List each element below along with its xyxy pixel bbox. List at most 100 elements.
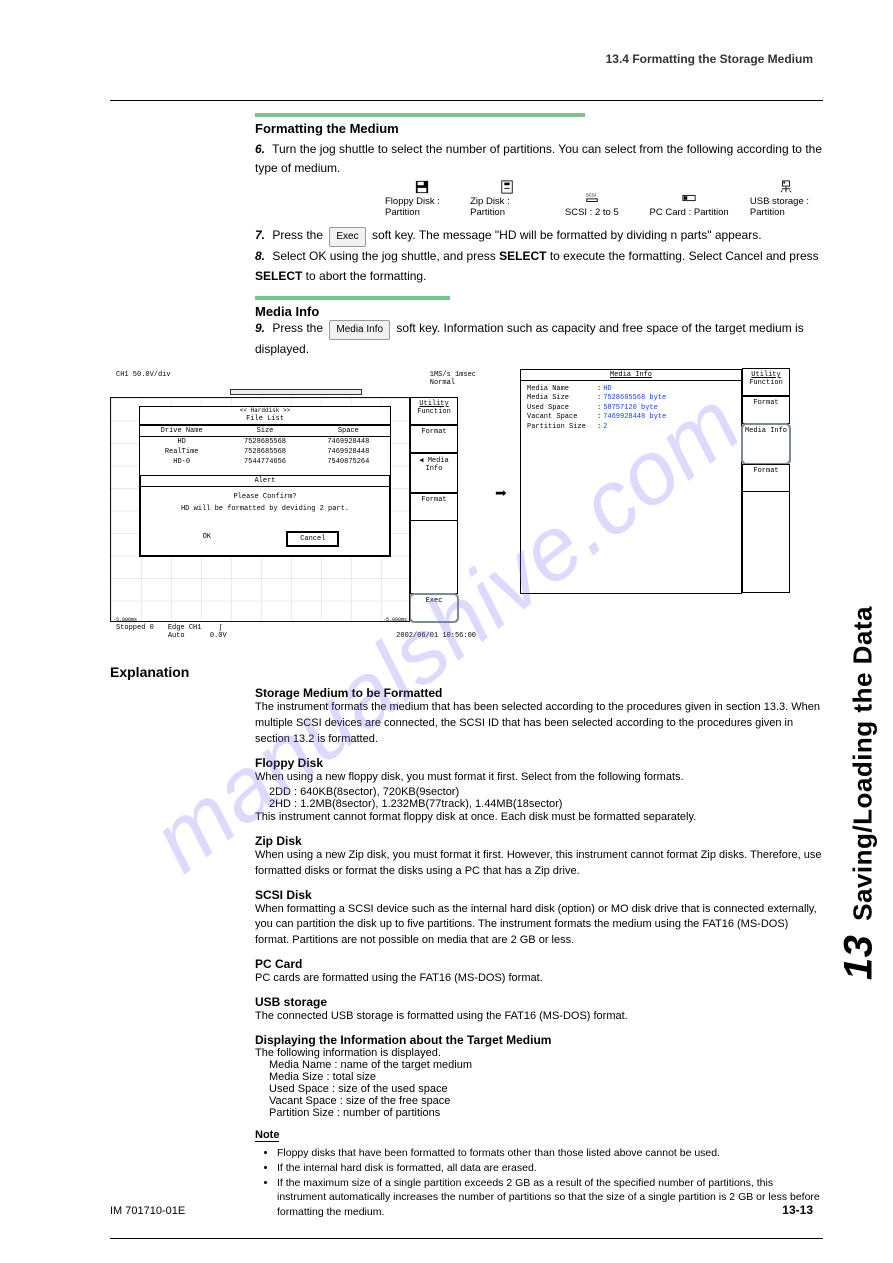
note-list: Floppy disks that have been formatted to… <box>277 1146 823 1219</box>
body-text: When using a new floppy disk, you must f… <box>255 770 823 786</box>
k: Media Name <box>527 385 597 394</box>
softkey[interactable]: Format <box>410 493 458 521</box>
alert-confirm: Please Confirm? <box>141 487 389 505</box>
scope-header: CH1 50.0V/div 1MS/s 1msec Normal <box>110 369 482 389</box>
dialog-title: File List <box>140 414 390 425</box>
body-text: When formatting a SCSI device such as th… <box>255 902 823 950</box>
div-left: -5.000ms <box>113 617 137 623</box>
softkey[interactable]: ◀ Media Info <box>410 453 458 493</box>
list-item: If the maximum size of a single partitio… <box>277 1176 823 1220</box>
section-heading: Media Info <box>255 304 823 319</box>
softkey[interactable]: UtilityFunction <box>742 368 790 396</box>
file-list-dialog: << Harddisk >> File List Drive Name Size… <box>139 406 391 557</box>
floppy-icon: Floppy Disk : Partition <box>385 180 458 218</box>
timestamp: 2002/06/01 10:56:00 <box>396 632 476 640</box>
rate: 1MS/s 1msec <box>430 371 476 379</box>
softkey[interactable]: Format <box>742 396 790 424</box>
v: total size <box>333 1071 376 1083</box>
media-info-panel: Media Info Media Name: HD Media Size: 75… <box>520 369 742 594</box>
list-item: Media Name : name of the target medium <box>269 1059 823 1071</box>
body-text: The instrument formats the medium that h… <box>255 700 823 748</box>
cell: 7469928448 <box>307 447 390 457</box>
softkey[interactable]: Format <box>410 425 458 453</box>
k: Media Size <box>269 1071 323 1083</box>
screenshot-figure: CH1 50.0V/div 1MS/s 1msec Normal << Hard… <box>110 369 823 642</box>
softkey-sub: Function <box>749 379 783 387</box>
chapter-title: Saving/Loading the Data <box>848 606 878 921</box>
cancel-button[interactable]: Cancel <box>286 531 339 547</box>
softkey-media-info[interactable]: Media Info <box>742 424 790 464</box>
alert-title: Alert <box>141 476 389 487</box>
top-ruler <box>230 389 362 395</box>
alert-dialog: Alert Please Confirm? HD will be formatt… <box>140 475 390 556</box>
mode: Normal <box>430 379 455 387</box>
subheading: PC Card <box>255 957 823 971</box>
k: Media Name <box>269 1059 331 1071</box>
footer-right: 13-13 <box>782 1203 813 1217</box>
step-num: 7. <box>255 226 269 245</box>
v: 7528685568 byte <box>603 394 666 403</box>
v: 7469928448 byte <box>603 413 666 422</box>
step-7: 7. Press the Exec soft key. The message … <box>255 226 823 247</box>
icon-label: PC Card : Partition <box>650 207 729 218</box>
softkey[interactable]: Format <box>742 464 790 492</box>
list-item: Media Size : total size <box>269 1071 823 1083</box>
softkey-sub: Format <box>753 399 778 407</box>
subheading: SCSI Disk <box>255 888 823 902</box>
media-info-wrap: Media Info Media Name: HD Media Size: 75… <box>520 369 742 594</box>
cell: 7540875264 <box>307 457 390 467</box>
table-row: RealTime75286855687469928448 <box>140 447 390 457</box>
header-right: 13.4 Formatting the Storage Medium <box>606 52 813 66</box>
softkey-title: Utility <box>751 371 780 379</box>
media-row: Media Name: HD <box>527 385 735 394</box>
info-list: Media Name : name of the target medium M… <box>269 1059 823 1119</box>
alert-msg: HD will be formatted by deviding 2 part. <box>141 505 389 531</box>
softkey-exec[interactable]: Exec <box>410 594 458 622</box>
list-item: Partition Size : number of partitions <box>269 1107 823 1119</box>
step-text: Turn the jog shuttle to select the numbe… <box>255 142 822 175</box>
section-bar <box>255 113 585 117</box>
explanation: Explanation Storage Medium to be Formatt… <box>110 664 823 1220</box>
k: Partition Size <box>527 423 597 432</box>
harddisk-tag: << Harddisk >> <box>140 407 390 414</box>
k: Media Size <box>527 394 597 403</box>
trig-level: 0.0V <box>210 632 227 640</box>
v: number of partitions <box>343 1107 440 1119</box>
explanation-heading: Explanation <box>110 664 823 680</box>
step-text: Select OK using the jog shuttle, and pre… <box>255 249 819 282</box>
media-row: Vacant Space: 7469928448 byte <box>527 413 735 422</box>
trig-type: ∫ <box>218 624 222 632</box>
bottom-rule <box>110 1238 823 1239</box>
side-tab: 13 Saving/Loading the Data <box>837 606 882 980</box>
softkey-title: ◀ Media Info <box>419 457 448 473</box>
step-9: 9. Press the Media Info soft key. Inform… <box>255 319 823 359</box>
col: Space <box>307 426 390 436</box>
softkey-sub: Function <box>417 408 451 416</box>
body-text: When using a new Zip disk, you must form… <box>255 848 823 880</box>
softkey-title: Exec <box>426 597 443 605</box>
step-num: 9. <box>255 319 269 338</box>
cell: 7469928448 <box>307 437 390 447</box>
ok-button[interactable]: OK <box>191 531 223 547</box>
cell: 7528685568 <box>223 447 306 457</box>
subheading: Displaying the Information about the Tar… <box>255 1033 823 1047</box>
step-text: Press the Exec soft key. The message "HD… <box>272 228 761 242</box>
section-1: Formatting the Medium 6. Turn the jog sh… <box>255 113 823 286</box>
softkey-column: UtilityFunction Format Media Info Format <box>742 368 790 593</box>
alert-buttons: OK Cancel <box>141 531 389 547</box>
step-text: Press the Media Info soft key. Informati… <box>255 321 804 356</box>
div-right: -5.000ms <box>383 617 407 623</box>
cell: 7528685568 <box>223 437 306 447</box>
chapter-number: 13 <box>837 935 881 981</box>
v: 2 <box>603 423 607 432</box>
table-row: HD-075447746567540875264 <box>140 457 390 467</box>
softkey-exec: Exec <box>329 227 365 247</box>
cell: RealTime <box>140 447 223 457</box>
cell: HD <box>140 437 223 447</box>
scope-status: Stopped 0 Edge CH1 ∫ Auto 0.0V 2002/06/0… <box>110 622 482 642</box>
v: size of the free space <box>346 1095 451 1107</box>
media-row: Used Space: 58757120 byte <box>527 404 735 413</box>
subheading: Storage Medium to be Formatted <box>255 686 823 700</box>
section-2: Media Info 9. Press the Media Info soft … <box>255 296 823 359</box>
softkey[interactable]: UtilityFunction <box>410 397 458 425</box>
